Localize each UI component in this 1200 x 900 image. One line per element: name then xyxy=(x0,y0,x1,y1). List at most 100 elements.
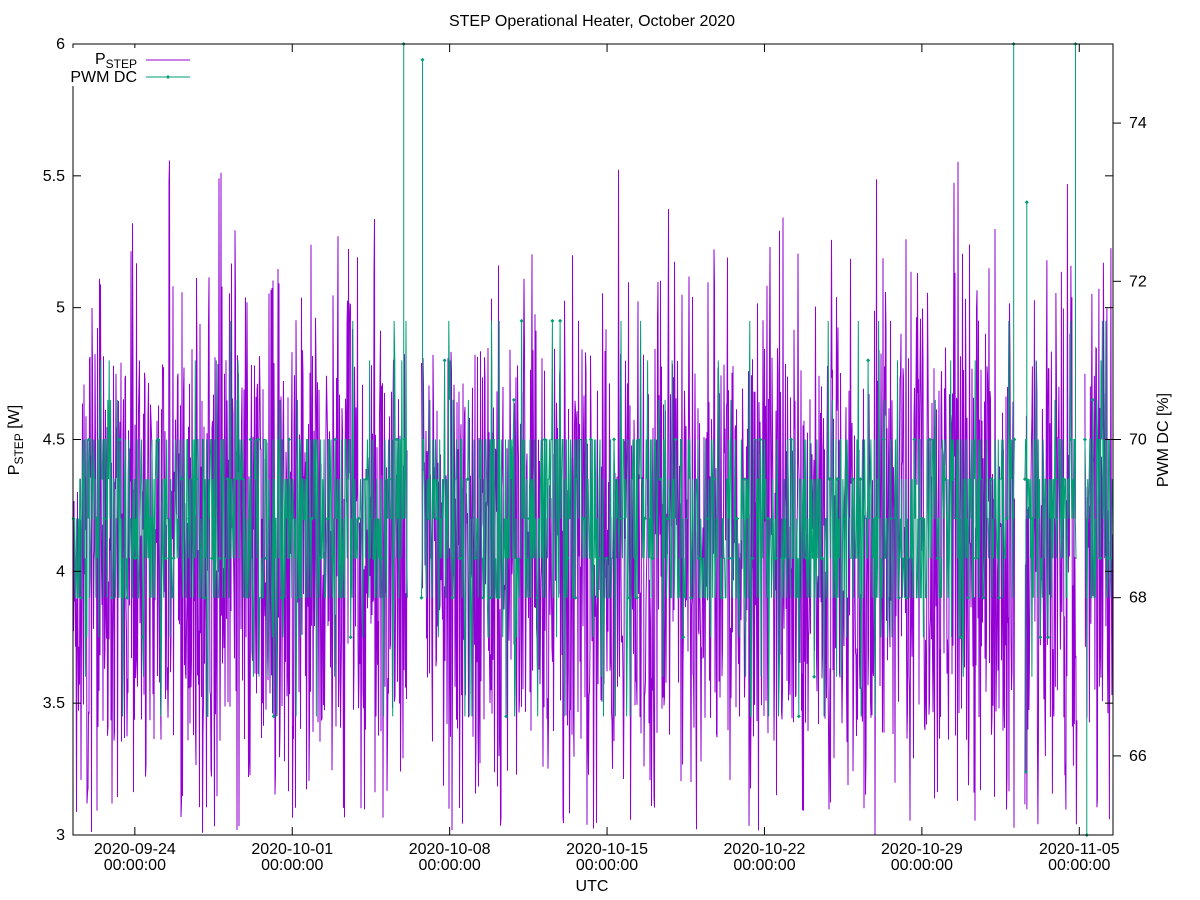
pwm-marker xyxy=(504,714,509,719)
pwm-marker xyxy=(881,437,886,442)
pwm-marker xyxy=(627,595,632,600)
y2-axis-label: PWM DC [%] xyxy=(1155,393,1172,487)
pwm-marker xyxy=(341,556,345,561)
pwm-marker xyxy=(465,477,470,482)
pwm-marker xyxy=(796,714,801,719)
pwm-marker xyxy=(866,358,871,363)
pwm-marker xyxy=(912,437,917,442)
x-tick-label-date: 2020-11-05 xyxy=(1039,841,1120,858)
pwm-marker xyxy=(712,477,717,482)
data-layer xyxy=(71,42,1113,837)
pwm-marker xyxy=(187,516,191,521)
x-tick-label-time: 00:00:00 xyxy=(261,857,323,874)
y-axis-label-unit: [W] xyxy=(6,405,23,433)
x-tick-label-date: 2020-10-08 xyxy=(409,841,491,858)
pstep-line-segment xyxy=(1084,248,1113,820)
pwm-marker xyxy=(248,437,253,442)
legend-background xyxy=(70,48,194,86)
pwm-marker xyxy=(210,556,215,561)
pwm-marker xyxy=(1098,556,1103,561)
pwm-marker xyxy=(588,437,593,442)
pwm-marker xyxy=(473,556,478,561)
y-tick-label: 5 xyxy=(56,300,65,317)
pwm-marker xyxy=(325,516,330,521)
y-tick-label: 5.5 xyxy=(43,168,65,185)
pwm-marker xyxy=(673,437,678,442)
pwm-marker xyxy=(973,556,978,561)
pwm-marker xyxy=(333,437,338,442)
pwm-marker xyxy=(1053,477,1058,482)
pwm-marker xyxy=(681,635,686,640)
y-tick-label: 3.5 xyxy=(43,695,65,712)
pwm-marker xyxy=(889,516,894,521)
pwm-marker xyxy=(781,556,786,561)
pwm-marker xyxy=(450,595,455,600)
y-tick-label: 4 xyxy=(56,563,65,580)
pwm-marker xyxy=(1046,635,1050,640)
pwm-marker xyxy=(997,595,1001,600)
pwm-marker xyxy=(256,437,261,442)
y2-tick-label: 66 xyxy=(1129,748,1147,765)
pwm-excursion-marker xyxy=(420,57,425,62)
pwm-excursion-marker xyxy=(1023,769,1028,774)
pwm-marker xyxy=(156,437,161,442)
pwm-marker xyxy=(573,595,578,600)
pwm-marker xyxy=(727,556,732,561)
pwm-marker xyxy=(689,595,693,600)
pwm-line-segment xyxy=(73,320,408,717)
axes-layer: 33.544.555.5666687072742020-09-2400:00:0… xyxy=(43,36,1147,874)
y2-tick-label: 72 xyxy=(1129,273,1147,290)
pwm-marker xyxy=(94,516,99,521)
pwm-marker xyxy=(302,516,307,521)
pwm-marker xyxy=(804,556,809,561)
pwm-marker xyxy=(758,437,763,442)
pwm-marker xyxy=(419,595,424,600)
pwm-marker xyxy=(612,437,616,442)
x-tick-label-date: 2020-10-22 xyxy=(724,841,806,858)
y2-tick-label: 74 xyxy=(1129,115,1147,132)
pwm-marker xyxy=(896,595,901,600)
pwm-marker xyxy=(665,516,670,521)
x-tick-label-date: 2020-10-01 xyxy=(251,841,333,858)
pwm-line-segment xyxy=(421,320,1015,717)
pwm-marker xyxy=(102,516,107,521)
pwm-marker xyxy=(496,595,501,600)
pwm-marker xyxy=(387,477,392,482)
pwm-marker xyxy=(704,516,709,521)
pwm-marker xyxy=(294,595,299,600)
pwm-marker xyxy=(348,635,353,640)
y-axis-label: PSTEP [W] xyxy=(6,405,26,475)
pwm-line-segment xyxy=(1084,320,1113,599)
pwm-marker xyxy=(635,595,640,600)
pwm-marker xyxy=(1004,516,1009,521)
x-tick-label-time: 00:00:00 xyxy=(733,857,795,874)
pwm-marker xyxy=(812,674,817,679)
pwm-marker xyxy=(458,556,462,561)
pwm-marker xyxy=(217,556,222,561)
x-tick-label-time: 00:00:00 xyxy=(891,857,953,874)
x-tick-label-date: 2020-10-29 xyxy=(881,841,963,858)
pwm-excursion-marker xyxy=(1024,200,1029,205)
pwm-marker xyxy=(989,477,994,482)
legend-marker-pwm xyxy=(166,75,170,79)
pwm-marker xyxy=(527,516,532,521)
pwm-marker xyxy=(163,556,168,561)
pwm-marker xyxy=(766,516,770,521)
pwm-marker xyxy=(935,556,940,561)
pwm-marker xyxy=(271,714,276,719)
y-tick-label: 4.5 xyxy=(43,432,65,449)
pwm-marker xyxy=(125,595,130,600)
x-tick-label-time: 00:00:00 xyxy=(419,857,481,874)
pwm-marker xyxy=(110,595,114,600)
pwm-marker xyxy=(356,516,361,521)
pwm-marker xyxy=(858,477,863,482)
pwm-marker xyxy=(558,318,563,323)
pwm-marker xyxy=(264,556,268,561)
legend-label-pstep: PSTEP xyxy=(95,51,137,71)
pwm-marker xyxy=(140,635,145,640)
chart-title: STEP Operational Heater, October 2020 xyxy=(449,13,735,30)
pwm-marker xyxy=(233,477,238,482)
pwm-marker xyxy=(950,477,955,482)
pwm-marker xyxy=(133,556,138,561)
pwm-marker xyxy=(379,556,384,561)
